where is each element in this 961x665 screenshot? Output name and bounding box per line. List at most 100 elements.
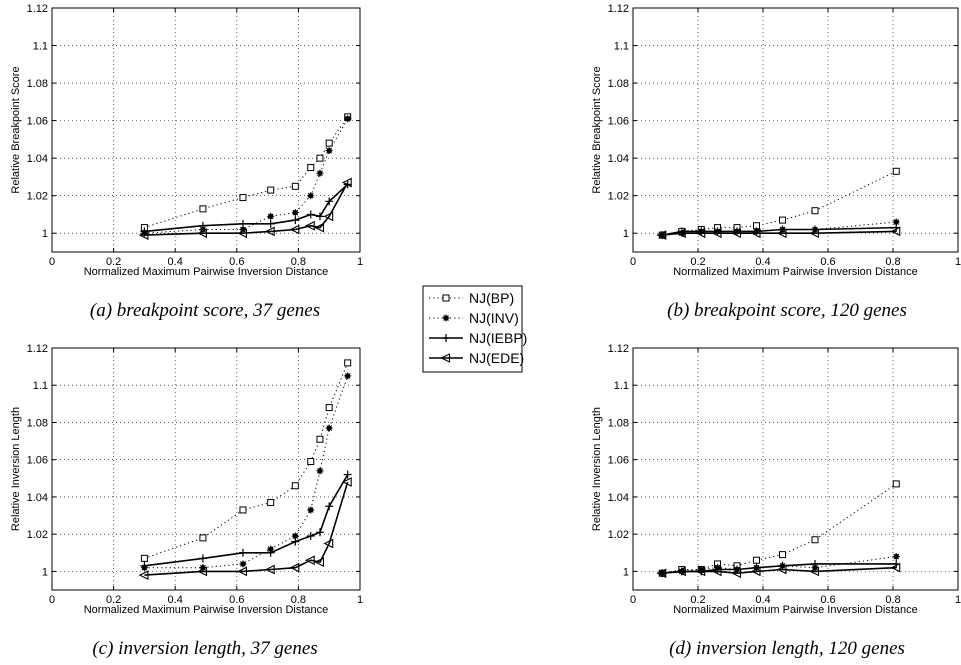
data-point bbox=[307, 164, 315, 172]
x-tick-label: 0.2 bbox=[690, 256, 705, 268]
data-point bbox=[291, 182, 299, 190]
data-point bbox=[239, 506, 247, 514]
series-line bbox=[144, 481, 349, 576]
y-tick-label: 1.02 bbox=[608, 191, 629, 203]
data-point bbox=[289, 224, 300, 235]
caption-d: (d) inversion length, 120 genes bbox=[669, 638, 905, 659]
data-point bbox=[307, 458, 315, 466]
data-point bbox=[291, 216, 300, 225]
plot-area bbox=[633, 348, 958, 590]
x-tick-label: 0 bbox=[630, 594, 636, 606]
data-point bbox=[325, 424, 333, 432]
data-point bbox=[198, 221, 207, 230]
data-point bbox=[325, 197, 334, 206]
x-tick-label: 0.2 bbox=[106, 594, 121, 606]
legend-entry: NJ(IEBP) bbox=[429, 330, 527, 346]
data-point bbox=[266, 548, 275, 557]
data-point bbox=[325, 139, 333, 147]
data-point bbox=[892, 480, 900, 488]
data-point bbox=[341, 177, 352, 188]
data-point bbox=[316, 154, 324, 162]
x-tick-label: 0 bbox=[630, 256, 636, 268]
data-point bbox=[314, 557, 325, 567]
x-tick-label: 0 bbox=[49, 594, 55, 606]
caption-c: (c) inversion length, 37 genes bbox=[92, 638, 318, 659]
series-nj-ede bbox=[656, 562, 901, 579]
legend-label: NJ(BP) bbox=[469, 290, 514, 306]
data-point bbox=[264, 226, 275, 237]
data-point bbox=[238, 219, 247, 228]
legend-entry: NJ(BP) bbox=[429, 290, 514, 306]
data-point bbox=[892, 552, 900, 560]
chart-c: 0 0.2 0.4 0.6 0.8 1 1 1.02 1.04 1.06 1.08 1.1 1.12 No… bbox=[10, 343, 363, 616]
y-tick-label: 1.06 bbox=[27, 116, 48, 128]
data-point bbox=[753, 556, 760, 564]
y-tick-label: 1.02 bbox=[27, 191, 48, 203]
x-tick-label: 0.8 bbox=[885, 256, 900, 268]
y-tick-label: 1.08 bbox=[27, 78, 48, 90]
y-tick-label: 1.04 bbox=[608, 153, 629, 165]
series-nj-bp bbox=[140, 113, 352, 232]
data-point bbox=[291, 537, 300, 546]
y-tick-label: 1.04 bbox=[27, 153, 48, 165]
data-point bbox=[890, 562, 901, 573]
data-point bbox=[289, 562, 300, 573]
y-axis-label: Relative Breakpoint Score bbox=[10, 66, 22, 193]
data-point bbox=[199, 534, 207, 542]
axes-frame bbox=[51, 347, 361, 591]
legend-marker bbox=[442, 314, 450, 322]
data-point bbox=[238, 548, 247, 557]
series-line bbox=[144, 375, 349, 569]
axes-frame bbox=[632, 7, 959, 253]
y-axis-label: Relative Inversion Length bbox=[591, 407, 603, 531]
y-tick-label: 1.1 bbox=[614, 41, 629, 53]
data-point bbox=[138, 570, 149, 580]
y-tick-label: 1 bbox=[623, 228, 629, 240]
y-tick-label: 1.06 bbox=[608, 455, 629, 467]
data-point bbox=[315, 212, 324, 221]
data-point bbox=[291, 482, 299, 490]
chart-b: 0 0.2 0.4 0.6 0.8 1 1 1.02 1.04 1.06 1.08 1.1 1.12 No… bbox=[591, 3, 961, 278]
x-axis-label: Normalized Maximum Pairwise Inversion Di… bbox=[673, 604, 918, 616]
legend: NJ(BP) NJ(INV) NJ(IEBP) NJ(EDE) bbox=[422, 285, 527, 373]
data-point bbox=[267, 499, 275, 507]
x-tick-label: 0.4 bbox=[168, 256, 183, 268]
series-nj-iebp bbox=[140, 470, 352, 570]
data-point bbox=[266, 219, 275, 228]
data-point bbox=[239, 560, 247, 568]
data-point bbox=[341, 477, 352, 487]
legend-label: NJ(EDE) bbox=[469, 350, 524, 366]
data-point bbox=[140, 554, 148, 562]
y-tick-label: 1.12 bbox=[27, 343, 48, 355]
x-tick-label: 1 bbox=[357, 594, 363, 606]
data-point bbox=[731, 568, 742, 579]
data-point bbox=[323, 211, 334, 222]
x-tick-label: 1 bbox=[357, 256, 363, 268]
data-point bbox=[306, 532, 315, 541]
series-line bbox=[144, 362, 349, 559]
data-point bbox=[676, 566, 686, 577]
data-point bbox=[291, 209, 299, 217]
data-point bbox=[267, 186, 275, 194]
x-axis-label: Normalized Maximum Pairwise Inversion Di… bbox=[673, 266, 918, 278]
y-tick-label: 1.08 bbox=[27, 417, 48, 429]
data-point bbox=[198, 554, 207, 563]
y-tick-label: 1.12 bbox=[608, 3, 629, 15]
x-tick-label: 1 bbox=[955, 594, 961, 606]
data-point bbox=[304, 220, 315, 231]
data-point bbox=[695, 228, 706, 239]
data-point bbox=[750, 228, 761, 239]
legend-marker bbox=[442, 334, 450, 342]
y-tick-label: 1.06 bbox=[27, 455, 48, 467]
data-point bbox=[344, 359, 352, 367]
data-point bbox=[750, 566, 761, 577]
data-point bbox=[892, 218, 900, 226]
data-point bbox=[344, 115, 352, 123]
legend-marker bbox=[440, 353, 451, 363]
x-tick-label: 0.8 bbox=[885, 594, 900, 606]
x-tick-label: 0.6 bbox=[820, 256, 835, 268]
data-point bbox=[316, 169, 324, 177]
y-tick-label: 1.1 bbox=[614, 380, 629, 392]
series-line bbox=[144, 118, 349, 234]
